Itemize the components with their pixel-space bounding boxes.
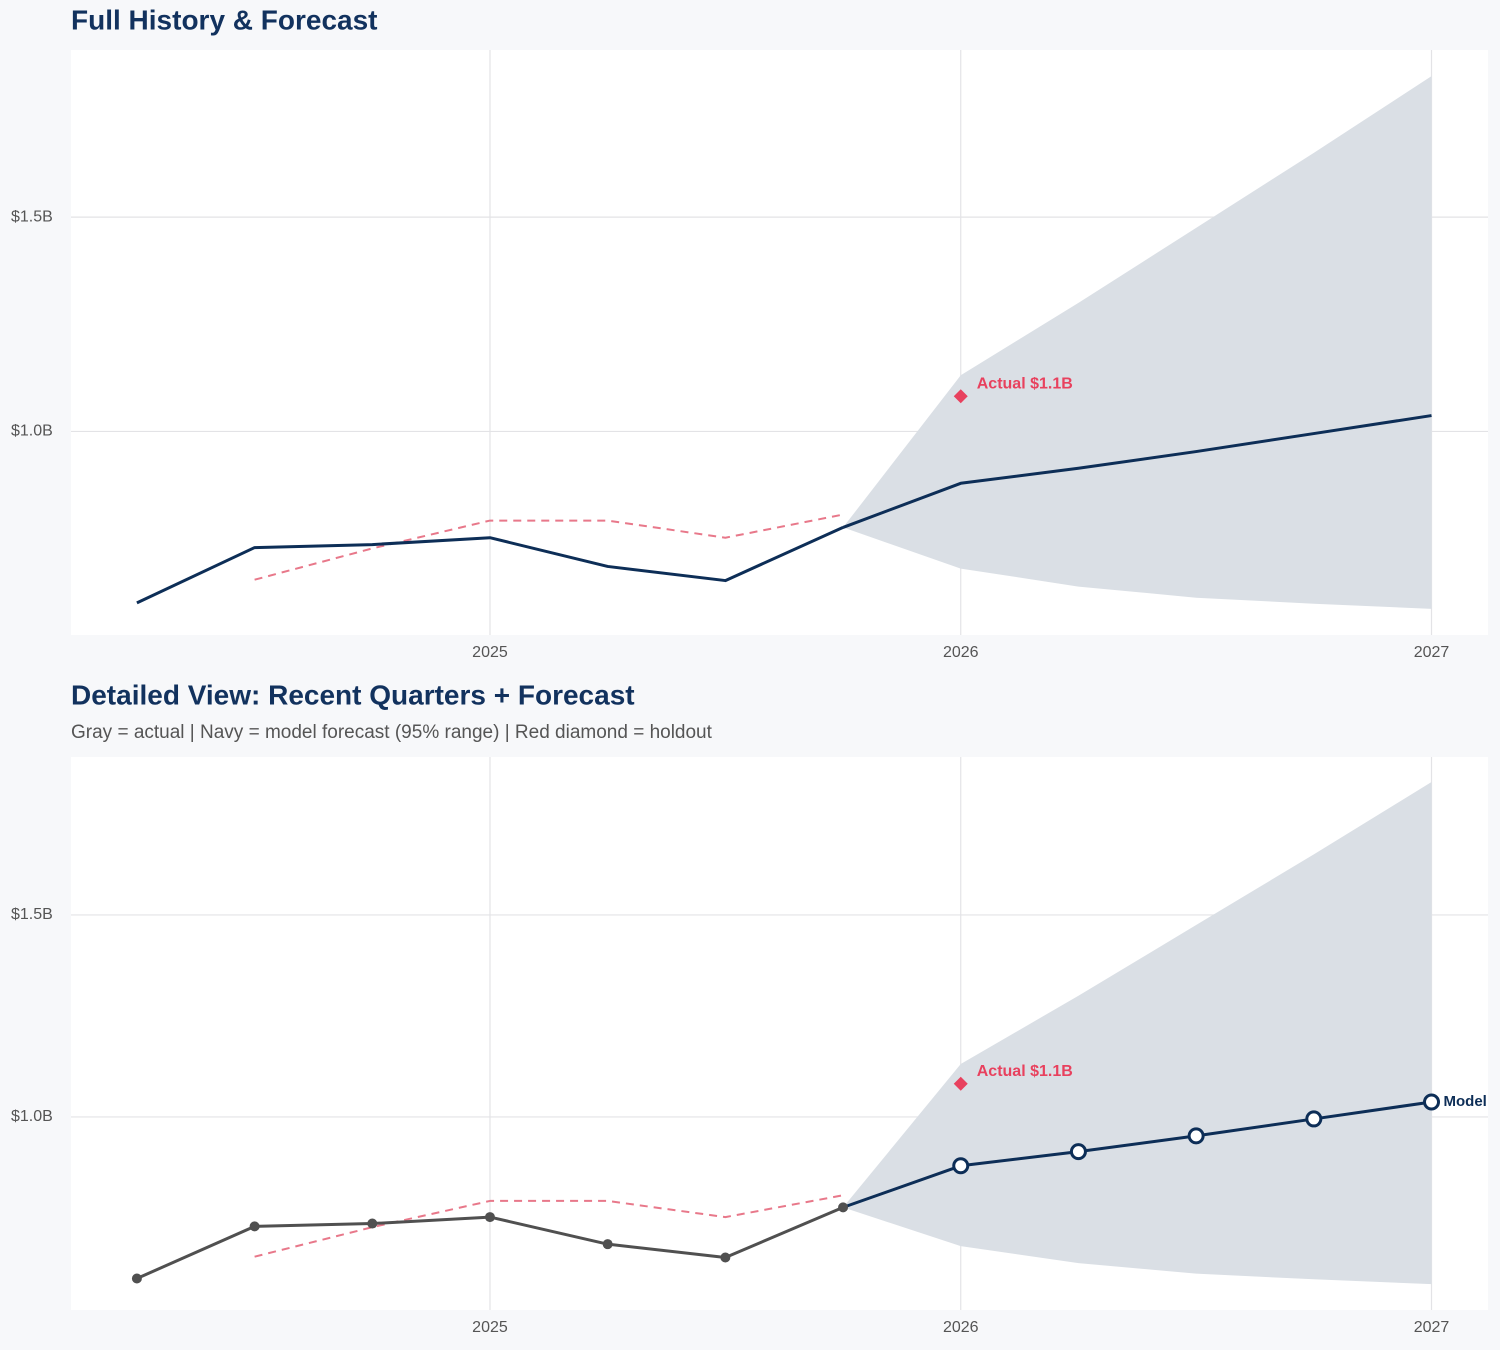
data-point: [1423, 1093, 1441, 1111]
data-point: [131, 1273, 142, 1284]
data-point: [952, 1157, 970, 1175]
chart-title: Detailed View: Recent Quarters + Forecas…: [71, 679, 635, 710]
data-point: [367, 1218, 378, 1229]
chart-title: Full History & Forecast: [71, 4, 378, 35]
y-tick-label: $1.5B: [11, 208, 53, 225]
fitted-line: [254, 513, 844, 581]
data-point: [602, 1239, 613, 1250]
x-tick-label: 2027: [1414, 644, 1450, 661]
series-line: [842, 1100, 1432, 1209]
y-tick-label: $1.5B: [11, 906, 53, 923]
y-tick-label: $1.0B: [11, 1108, 53, 1125]
confidence-band: [843, 76, 1432, 609]
holdout-diamond: [953, 1076, 968, 1091]
fitted-line: [254, 1194, 844, 1258]
data-point: [1069, 1143, 1087, 1161]
annotation-label: Actual $1.1B: [977, 1063, 1073, 1080]
confidence-band: [843, 782, 1432, 1285]
data-point: [720, 1252, 731, 1263]
data-point: [484, 1212, 495, 1223]
holdout-diamond: [953, 389, 968, 404]
chart-subtitle: Gray = actual | Navy = model forecast (9…: [71, 722, 713, 743]
data-point: [1187, 1127, 1205, 1145]
x-tick-label: 2026: [943, 644, 979, 661]
annotation-label: Actual $1.1B: [977, 376, 1073, 393]
data-point: [838, 1202, 849, 1213]
data-point: [1305, 1110, 1323, 1128]
x-tick-label: 2025: [472, 644, 508, 661]
x-tick-label: 2027: [1414, 1319, 1450, 1336]
series-line: [136, 526, 844, 605]
x-tick-label: 2026: [943, 1319, 979, 1336]
x-tick-label: 2025: [472, 1319, 508, 1336]
y-tick-label: $1.0B: [11, 423, 53, 440]
data-point: [249, 1221, 260, 1232]
series-line: [842, 414, 1432, 529]
series-end-label: Model: [1444, 1093, 1487, 1110]
